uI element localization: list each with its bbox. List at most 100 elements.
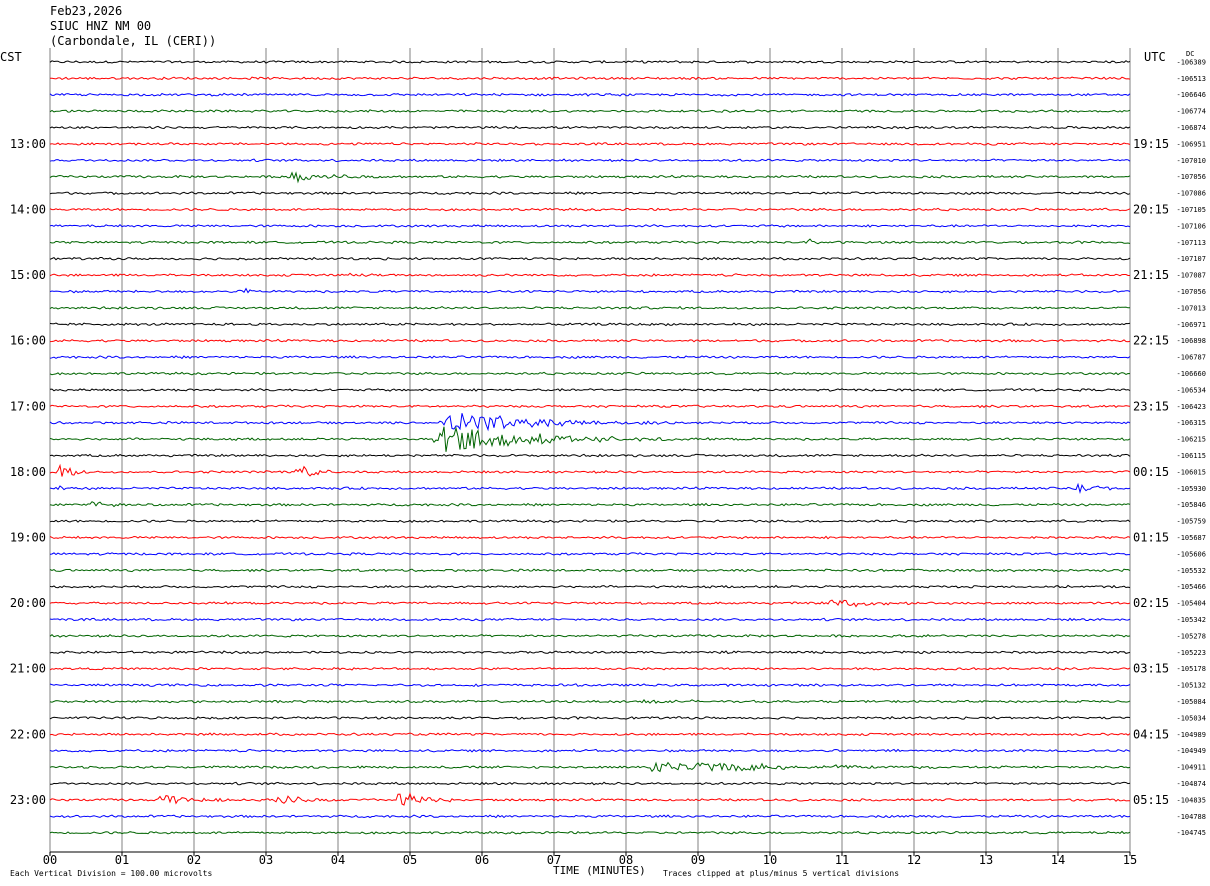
seismic-trace-33 bbox=[49, 599, 1131, 608]
seismic-trace-13 bbox=[49, 272, 1130, 278]
dc-offset-label: -105278 bbox=[1176, 632, 1206, 640]
dc-offset-label: -105223 bbox=[1176, 649, 1206, 657]
left-hour-label: 17:00 bbox=[10, 399, 46, 413]
dc-offset-label: -104989 bbox=[1176, 731, 1206, 739]
dc-offset-label: -106971 bbox=[1176, 321, 1206, 329]
dc-offset-label: -105846 bbox=[1176, 501, 1206, 509]
dc-offset-label: -106874 bbox=[1176, 124, 1206, 132]
seismic-trace-16 bbox=[49, 322, 1131, 327]
dc-offset-label: -107086 bbox=[1176, 190, 1206, 198]
dc-offset-label: -105532 bbox=[1176, 567, 1206, 575]
seismic-trace-23 bbox=[49, 426, 1131, 452]
dc-offset-label: -105759 bbox=[1176, 518, 1206, 526]
dc-offset-label: -107087 bbox=[1176, 272, 1206, 280]
x-tick-label: 07 bbox=[547, 853, 561, 867]
right-hour-label: 05:15 bbox=[1133, 793, 1169, 807]
header-station: SIUC HNZ NM 00 bbox=[50, 19, 151, 33]
seismic-trace-29 bbox=[49, 535, 1131, 540]
seismic-trace-36 bbox=[49, 650, 1131, 655]
dc-offset-label: -107013 bbox=[1176, 304, 1206, 312]
dc-offset-label: -107113 bbox=[1176, 239, 1206, 247]
right-hour-label: 02:15 bbox=[1133, 596, 1169, 610]
dc-offset-label: -106015 bbox=[1176, 468, 1206, 476]
dc-offset-label: -106774 bbox=[1176, 108, 1206, 116]
dc-offset-label: -106534 bbox=[1176, 386, 1206, 394]
x-tick-label: 03 bbox=[259, 853, 273, 867]
seismic-trace-27 bbox=[49, 501, 1131, 508]
seismic-trace-35 bbox=[49, 634, 1131, 638]
x-tick-label: 05 bbox=[403, 853, 417, 867]
dc-offset-label: -106951 bbox=[1176, 140, 1206, 148]
dc-offset-labels: -106389 -106513 -106646 -106774 -106874 -1069… bbox=[1176, 58, 1206, 837]
dc-offset-label: -106660 bbox=[1176, 370, 1206, 378]
seismic-trace-5 bbox=[49, 142, 1131, 146]
grid-lines bbox=[49, 48, 1131, 852]
dc-offset-label: -105687 bbox=[1176, 534, 1206, 542]
right-hour-label: 22:15 bbox=[1133, 334, 1169, 348]
dc-offset-label: -104911 bbox=[1176, 764, 1206, 772]
seismic-trace-37 bbox=[49, 666, 1131, 671]
seismic-trace-39 bbox=[49, 699, 1131, 704]
dc-offset-label: -107010 bbox=[1176, 157, 1206, 165]
dc-offset-label: -105466 bbox=[1176, 583, 1206, 591]
left-hour-label: 22:00 bbox=[10, 727, 46, 741]
seismic-trace-21 bbox=[49, 404, 1131, 409]
right-hour-label: 03:15 bbox=[1133, 662, 1169, 676]
left-hour-label: 14:00 bbox=[10, 203, 46, 217]
seismic-trace-1 bbox=[49, 76, 1131, 81]
x-axis: 00 01 02 03 04 05 06 07 08 09 10 11 12 13 14 15 bbox=[43, 851, 1137, 867]
x-tick-label: 09 bbox=[691, 853, 705, 867]
x-tick-label: 14 bbox=[1051, 853, 1065, 867]
seismic-trace-17 bbox=[49, 338, 1131, 343]
dc-offset-label: -106787 bbox=[1176, 354, 1206, 362]
seismic-trace-20 bbox=[49, 388, 1131, 392]
seismic-trace-9 bbox=[49, 207, 1131, 212]
seismic-trace-26 bbox=[49, 482, 1131, 494]
dc-offset-label: -105178 bbox=[1176, 665, 1206, 673]
seismic-trace-40 bbox=[49, 716, 1131, 720]
seismic-trace-0 bbox=[49, 59, 1131, 64]
dc-offset-label: -106215 bbox=[1176, 436, 1206, 444]
dc-offset-label: -105034 bbox=[1176, 714, 1206, 722]
seismic-trace-15 bbox=[49, 305, 1130, 310]
right-hour-label: 00:15 bbox=[1133, 465, 1169, 479]
right-hour-label: 23:15 bbox=[1133, 399, 1169, 413]
seismic-trace-28 bbox=[49, 519, 1131, 523]
clip-note: Traces clipped at plus/minus 5 vertical … bbox=[663, 869, 899, 878]
left-timezone-label: CST bbox=[0, 50, 22, 64]
left-hour-label: 23:00 bbox=[10, 793, 46, 807]
seismic-trace-38 bbox=[49, 683, 1131, 688]
dc-offset-label: -107056 bbox=[1176, 173, 1206, 181]
left-hour-label: 19:00 bbox=[10, 531, 46, 545]
dc-offset-label: -106423 bbox=[1176, 403, 1206, 411]
x-tick-label: 02 bbox=[187, 853, 201, 867]
left-hour-label: 15:00 bbox=[10, 268, 46, 282]
seismic-trace-31 bbox=[49, 568, 1131, 573]
header-location: (Carbondale, IL (CERI)) bbox=[50, 34, 216, 48]
right-hour-label: 01:15 bbox=[1133, 531, 1169, 545]
seismic-trace-32 bbox=[49, 584, 1131, 589]
dc-offset-label: -107105 bbox=[1176, 206, 1206, 214]
seismic-trace-4 bbox=[49, 125, 1131, 130]
x-tick-label: 15 bbox=[1123, 853, 1137, 867]
dc-offset-label: -107056 bbox=[1176, 288, 1206, 296]
seismic-trace-10 bbox=[49, 224, 1131, 228]
x-tick-label: 10 bbox=[763, 853, 777, 867]
seismic-trace-22 bbox=[49, 413, 1131, 432]
seismic-trace-19 bbox=[49, 371, 1131, 376]
right-timezone-label: UTC bbox=[1144, 50, 1166, 64]
dc-label: DC bbox=[1186, 50, 1194, 58]
left-hour-label: 13:00 bbox=[10, 137, 46, 151]
x-tick-label: 06 bbox=[475, 853, 489, 867]
dc-offset-label: -106513 bbox=[1176, 75, 1206, 83]
x-tick-label: 13 bbox=[979, 853, 993, 867]
dc-offset-label: -104835 bbox=[1176, 796, 1206, 804]
dc-offset-label: -106898 bbox=[1176, 337, 1206, 345]
dc-offset-label: -107107 bbox=[1176, 255, 1206, 263]
trace-area bbox=[49, 59, 1131, 835]
dc-offset-label: -104788 bbox=[1176, 813, 1206, 821]
seismic-trace-7 bbox=[49, 171, 1131, 184]
x-tick-label: 01 bbox=[115, 853, 129, 867]
dc-offset-label: -104745 bbox=[1176, 829, 1206, 837]
